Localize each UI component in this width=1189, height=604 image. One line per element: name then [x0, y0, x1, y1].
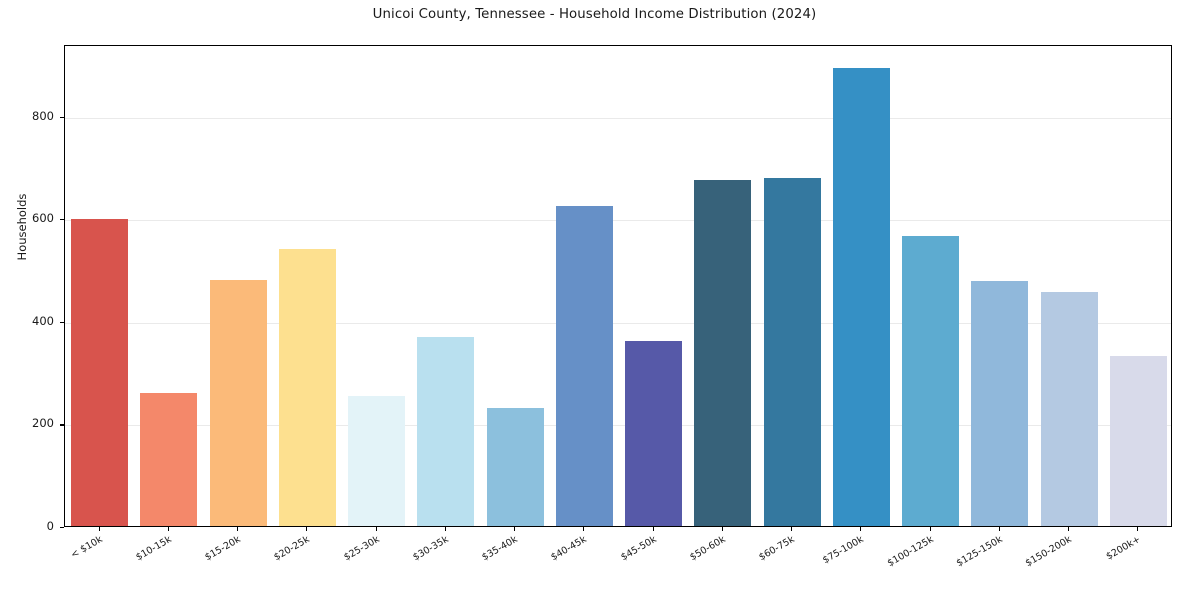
- x-tick-mark: [237, 527, 239, 531]
- chart-title: Unicoi County, Tennessee - Household Inc…: [372, 7, 817, 22]
- y-tick-mark: [60, 321, 64, 323]
- x-tick-mark: [98, 527, 100, 531]
- x-axis-tick-labels: < $10k $10-15k $15-20k $20-25k $25-30k $30-35…: [64, 527, 1172, 590]
- x-tick-mark: [1137, 527, 1139, 531]
- x-tick-mark: [998, 527, 1000, 531]
- bar[interactable]: [694, 180, 752, 526]
- x-tick-mark: [444, 527, 446, 531]
- y-tick-mark: [60, 424, 64, 426]
- y-tick-label: 400: [32, 313, 54, 328]
- x-tick-mark: [1068, 527, 1070, 531]
- bar[interactable]: [71, 219, 128, 526]
- bar[interactable]: [348, 395, 405, 526]
- bar[interactable]: [832, 68, 890, 526]
- bar[interactable]: [140, 393, 198, 526]
- y-tick-label: 200: [32, 416, 54, 431]
- x-tick-mark: [721, 527, 723, 531]
- bar[interactable]: [417, 336, 475, 526]
- bar[interactable]: [1109, 356, 1167, 526]
- x-tick-mark: [860, 527, 862, 531]
- chart-figure: Unicoi County, Tennessee - Household Inc…: [0, 7, 1189, 590]
- bar[interactable]: [902, 235, 959, 526]
- x-tick-mark: [375, 527, 377, 531]
- x-tick-mark: [306, 527, 308, 531]
- bar[interactable]: [971, 281, 1029, 526]
- x-tick-label: < $10k: [68, 534, 105, 561]
- x-tick-mark: [167, 527, 169, 531]
- y-tick-label: 600: [32, 211, 54, 226]
- bar[interactable]: [555, 205, 613, 526]
- plot-area: [64, 45, 1172, 527]
- bar[interactable]: [278, 249, 336, 526]
- x-tick-mark: [791, 527, 793, 531]
- y-tick-mark: [60, 527, 64, 529]
- bar[interactable]: [209, 280, 267, 526]
- y-tick-label: 800: [32, 108, 54, 123]
- x-tick-mark: [929, 527, 931, 531]
- x-tick-mark: [652, 527, 654, 531]
- x-tick-mark: [583, 527, 585, 531]
- y-tick-label: 0: [46, 519, 54, 533]
- y-tick-mark: [60, 219, 64, 221]
- y-axis-tick-labels: 0 200 400 600 800: [0, 45, 1189, 533]
- bar[interactable]: [1040, 292, 1098, 526]
- x-tick-mark: [514, 527, 516, 531]
- bar[interactable]: [763, 178, 821, 526]
- y-tick-mark: [60, 116, 64, 118]
- bar[interactable]: [625, 341, 682, 526]
- bar-series: [65, 46, 1171, 526]
- bar[interactable]: [486, 407, 544, 526]
